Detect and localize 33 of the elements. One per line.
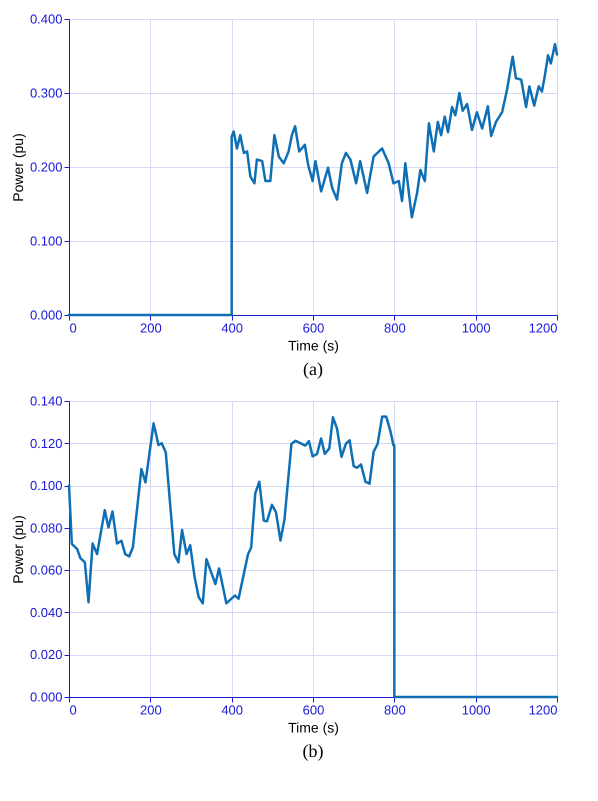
y-tick-label: 0.000	[30, 690, 62, 704]
y-tick-label: 0.200	[30, 160, 62, 174]
y-tick-label: 0.140	[30, 394, 62, 408]
y-tick-label: 0.040	[30, 604, 62, 620]
y-tick-label: 0.100	[30, 234, 62, 248]
y-tick-label: 0.400	[30, 12, 62, 26]
x-tick-label: 800	[384, 702, 406, 718]
y-axis-title: Power (pu)	[10, 133, 26, 202]
x-tick-label: 200	[140, 702, 162, 718]
y-tick-label: 0.080	[30, 520, 62, 536]
text: (b)	[302, 741, 324, 761]
x-tick-label: 0	[70, 320, 77, 336]
y-tick-label: 0.060	[30, 562, 62, 578]
x-tick-label: 1200	[528, 320, 558, 336]
x-tick-label: 1000	[462, 702, 491, 718]
x-axis-title: Time (s)	[288, 338, 339, 354]
y-tick-label: 0.100	[30, 478, 62, 494]
x-tick-label: 600	[302, 320, 324, 336]
x-tick-label: 400	[221, 702, 244, 718]
x-tick-label: 1000	[462, 320, 491, 336]
y-tick-label: 0.300	[30, 86, 62, 100]
text: (a)	[303, 359, 323, 379]
y-axis-title: Power (pu)	[10, 515, 26, 584]
x-tick-label: 200	[140, 320, 162, 336]
y-tick-label: 0.020	[30, 647, 62, 662]
x-axis-title: Time (s)	[288, 720, 339, 736]
x-tick-label: 400	[221, 320, 244, 336]
x-tick-label: 600	[302, 702, 324, 718]
x-tick-label: 0	[70, 702, 77, 718]
x-tick-label: 800	[384, 320, 406, 336]
x-tick-label: 1200	[528, 702, 558, 718]
y-tick-label: 0.120	[30, 436, 62, 451]
y-tick-label: 0.000	[30, 308, 62, 322]
